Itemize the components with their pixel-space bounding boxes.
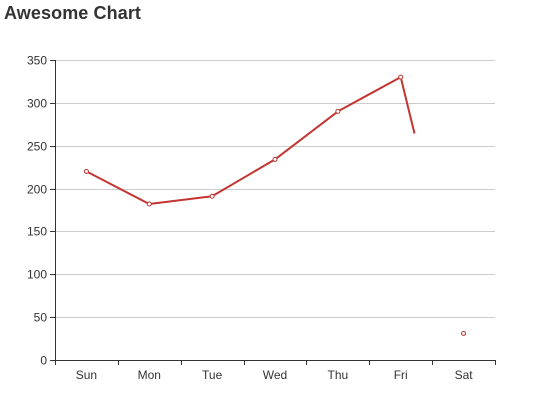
x-tick-label: Tue (202, 368, 223, 382)
y-tick-label: 200 (27, 183, 47, 197)
x-tick-label: Mon (138, 368, 161, 382)
series-line (85, 76, 416, 205)
y-tick-label: 300 (27, 97, 47, 111)
data-point (398, 74, 404, 80)
chart-title: Awesome Chart (4, 3, 142, 23)
data-point (461, 330, 467, 336)
y-tick-label: 50 (34, 311, 48, 325)
tick-labels: 0 50 100 150 200 250 300 350 Sun Mon Tue Wed Thu Fri S… (27, 54, 473, 383)
x-tick-label: Sun (76, 368, 97, 382)
x-tick-label: Fri (394, 368, 408, 382)
data-point (209, 193, 215, 199)
data-point (335, 108, 341, 114)
x-tick-label: Thu (328, 368, 349, 382)
data-point (146, 201, 152, 207)
data-point (83, 168, 89, 174)
y-tick-label: 350 (27, 54, 47, 68)
x-tick-label: Sat (455, 368, 474, 382)
y-tick-label: 0 (40, 354, 47, 368)
y-tick-label: 250 (27, 140, 47, 154)
y-tick-label: 150 (27, 225, 47, 239)
data-point (272, 156, 278, 162)
grid-lines (55, 60, 495, 318)
series (83, 74, 467, 336)
x-tick-label: Wed (263, 368, 287, 382)
axes (50, 60, 496, 365)
y-tick-label: 100 (27, 268, 47, 282)
